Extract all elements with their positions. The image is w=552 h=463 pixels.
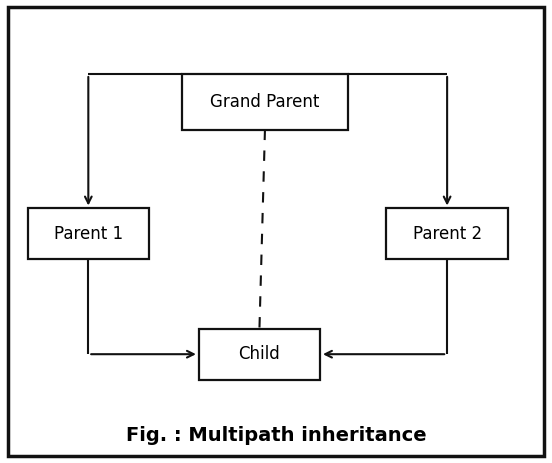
- FancyBboxPatch shape: [386, 208, 508, 259]
- Text: Parent 2: Parent 2: [412, 225, 482, 243]
- Text: Child: Child: [238, 345, 280, 363]
- FancyBboxPatch shape: [28, 208, 149, 259]
- Text: Parent 1: Parent 1: [54, 225, 123, 243]
- FancyBboxPatch shape: [182, 74, 348, 130]
- Text: Fig. : Multipath inheritance: Fig. : Multipath inheritance: [126, 425, 426, 445]
- FancyBboxPatch shape: [199, 329, 320, 380]
- Text: Grand Parent: Grand Parent: [210, 93, 320, 111]
